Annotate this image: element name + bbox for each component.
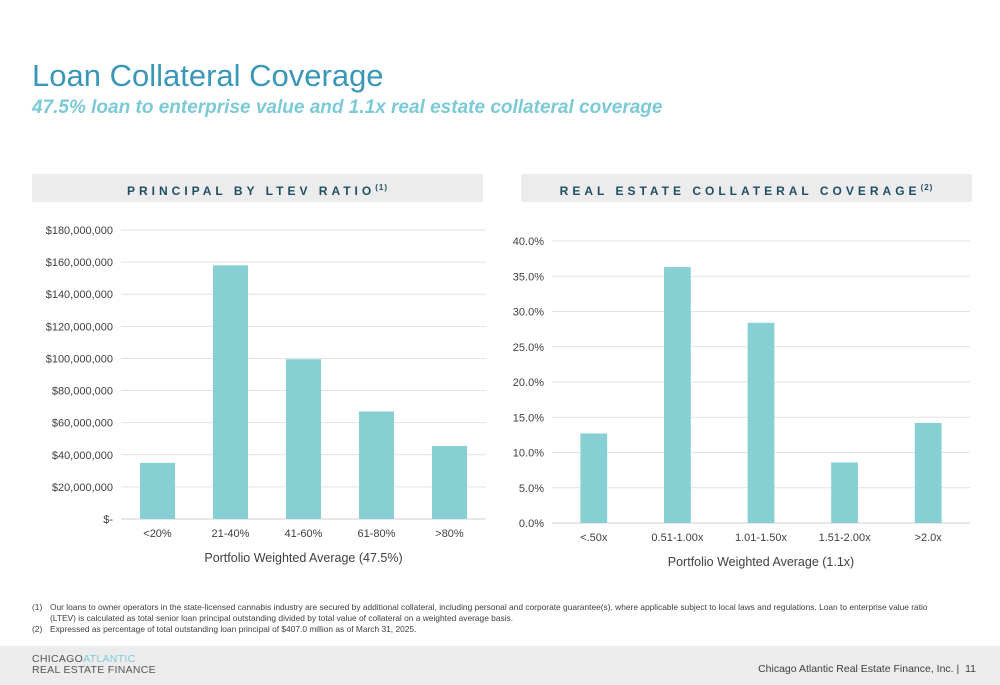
collateral-bar xyxy=(747,322,775,523)
panel-header-collateral: REAL ESTATE COLLATERAL COVERAGE(2) xyxy=(521,174,972,202)
collateral-x-axis-label: Portfolio Weighted Average (1.1x) xyxy=(668,555,854,569)
ltev-x-tick-label: 41-60% xyxy=(285,528,323,540)
company-logo: CHICAGOATLANTIC REAL ESTATE FINANCE xyxy=(32,654,156,676)
collateral-y-tick-label: 10.0% xyxy=(513,448,544,460)
collateral-y-tick-label: 15.0% xyxy=(513,412,544,424)
page-subtitle: 47.5% loan to enterprise value and 1.1x … xyxy=(32,97,663,118)
collateral-bar xyxy=(580,433,608,523)
collateral-y-tick-label: 5.0% xyxy=(519,483,544,495)
logo-word-atlantic: ATLANTIC xyxy=(83,653,136,665)
page-number: 11 xyxy=(965,663,976,675)
collateral-bar xyxy=(831,462,858,523)
ltev-y-tick-label: $20,000,000 xyxy=(52,482,113,494)
ltev-y-tick-label: $100,000,000 xyxy=(46,353,113,365)
collateral-x-tick-label: 1.01-1.50x xyxy=(735,532,787,544)
panel-header-ltev: PRINCIPAL BY LTEV RATIO(1) xyxy=(32,174,483,202)
ltev-x-axis-label: Portfolio Weighted Average (47.5%) xyxy=(204,551,402,565)
collateral-y-tick-label: 0.0% xyxy=(519,518,544,530)
ltev-bar xyxy=(431,445,468,519)
ltev-x-tick-label: 61-80% xyxy=(358,528,396,540)
footer-company: Chicago Atlantic Real Estate Finance, In… xyxy=(758,663,960,675)
ltev-bar-chart: $- $20,000,000 $40,000,000 $60,000,000 $80,0… xyxy=(46,225,486,565)
collateral-y-tick-label: 25.0% xyxy=(513,342,544,354)
footnote-2: (2) Expressed as percentage of total out… xyxy=(32,624,932,635)
ltev-bar xyxy=(358,411,395,519)
collateral-bar-chart: 0.0% 5.0% 10.0% 15.0% 20.0% 25.0% 30.0% 35.0% 40… xyxy=(513,236,970,569)
collateral-y-tick-label: 30.0% xyxy=(513,307,544,319)
collateral-x-tick-label: 0.51-1.00x xyxy=(651,532,703,544)
panel-header-collateral-note: (2) xyxy=(920,183,934,192)
ltev-y-tick-label: $60,000,000 xyxy=(52,418,113,430)
panel-header-ltev-note: (1) xyxy=(375,183,388,192)
collateral-bar xyxy=(914,422,942,523)
ltev-y-tick-label: $- xyxy=(103,514,113,526)
page-title: Loan Collateral Coverage xyxy=(32,58,384,93)
panel-header-ltev-label: PRINCIPAL BY LTEV RATIO xyxy=(126,184,376,198)
ltev-x-tick-label: >80% xyxy=(435,528,464,540)
footnote-1: (1) Our loans to owner operators in the … xyxy=(32,602,932,624)
ltev-bar xyxy=(212,265,249,519)
ltev-x-tick-label: 21-40% xyxy=(212,528,250,540)
ltev-y-tick-label: $40,000,000 xyxy=(52,450,113,462)
footer-text: Chicago Atlantic Real Estate Finance, In… xyxy=(758,663,976,675)
ltev-y-tick-label: $80,000,000 xyxy=(52,386,113,398)
panel-header-collateral-label: REAL ESTATE COLLATERAL COVERAGE xyxy=(559,184,921,198)
logo-word-chicago: CHICAGO xyxy=(32,653,84,665)
collateral-x-tick-label: <.50x xyxy=(580,532,608,544)
ltev-bar xyxy=(139,462,176,519)
ltev-y-tick-label: $140,000,000 xyxy=(46,289,113,301)
ltev-y-tick-label: $180,000,000 xyxy=(46,225,113,237)
footer-bar: CHICAGOATLANTIC REAL ESTATE FINANCE Chic… xyxy=(0,646,1000,685)
ltev-y-tick-label: $120,000,000 xyxy=(46,321,113,333)
footnotes: (1) Our loans to owner operators in the … xyxy=(32,602,932,635)
collateral-y-tick-label: 20.0% xyxy=(513,377,544,389)
collateral-x-tick-label: >2.0x xyxy=(915,532,943,544)
collateral-y-tick-label: 35.0% xyxy=(513,271,544,283)
collateral-y-tick-label: 40.0% xyxy=(513,236,544,248)
footnote-1-text: Our loans to owner operators in the stat… xyxy=(50,602,928,623)
ltev-x-tick-label: <20% xyxy=(143,528,172,540)
footnote-1-number: (1) xyxy=(32,602,43,612)
ltev-y-tick-label: $160,000,000 xyxy=(46,257,113,269)
footnote-2-number: (2) xyxy=(32,624,43,634)
logo-line-2: REAL ESTATE FINANCE xyxy=(32,664,156,676)
collateral-bar xyxy=(664,267,691,523)
footnote-2-text: Expressed as percentage of total outstan… xyxy=(50,624,417,634)
collateral-x-tick-label: 1.51-2.00x xyxy=(819,532,871,544)
ltev-bar xyxy=(285,359,322,519)
